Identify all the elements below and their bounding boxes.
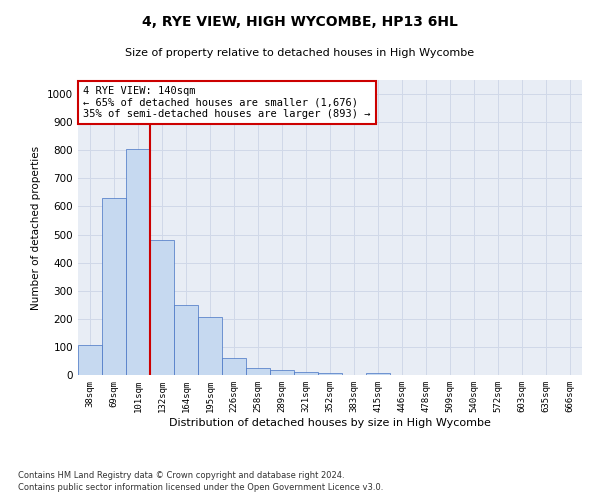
Text: 4, RYE VIEW, HIGH WYCOMBE, HP13 6HL: 4, RYE VIEW, HIGH WYCOMBE, HP13 6HL	[142, 15, 458, 29]
Bar	[174, 306, 198, 375]
Bar	[150, 240, 174, 375]
Bar	[126, 149, 150, 375]
Text: Contains public sector information licensed under the Open Government Licence v3: Contains public sector information licen…	[18, 484, 383, 492]
Bar	[222, 358, 246, 375]
Text: Contains HM Land Registry data © Crown copyright and database right 2024.: Contains HM Land Registry data © Crown c…	[18, 471, 344, 480]
Bar	[294, 372, 318, 375]
Bar	[78, 344, 102, 375]
Y-axis label: Number of detached properties: Number of detached properties	[31, 146, 41, 310]
Bar	[318, 374, 342, 375]
Bar	[270, 370, 294, 375]
Bar	[198, 318, 222, 375]
X-axis label: Distribution of detached houses by size in High Wycombe: Distribution of detached houses by size …	[169, 418, 491, 428]
Bar	[102, 198, 126, 375]
Bar	[366, 373, 390, 375]
Text: Size of property relative to detached houses in High Wycombe: Size of property relative to detached ho…	[125, 48, 475, 58]
Text: 4 RYE VIEW: 140sqm
← 65% of detached houses are smaller (1,676)
35% of semi-deta: 4 RYE VIEW: 140sqm ← 65% of detached hou…	[83, 86, 371, 119]
Bar	[246, 368, 270, 375]
